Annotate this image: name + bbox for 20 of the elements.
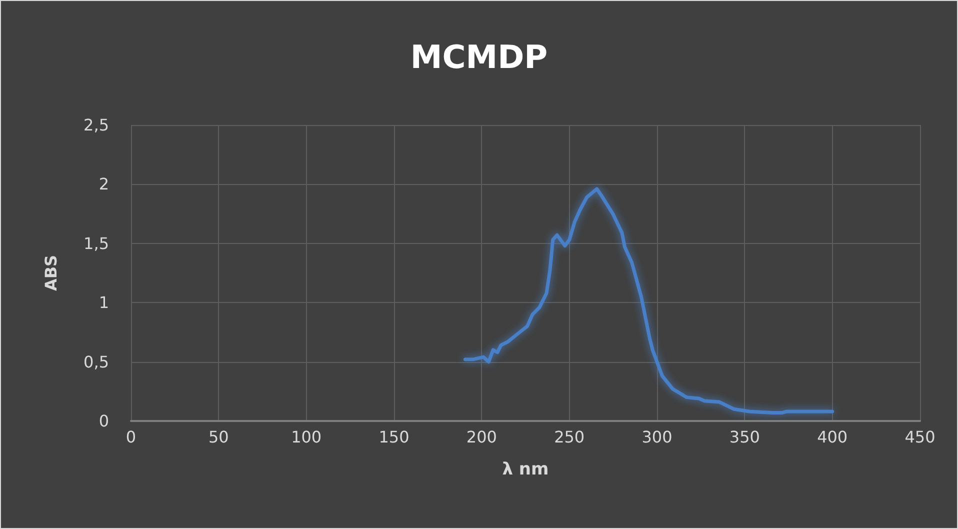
y-axis-title: ABS [42, 254, 60, 292]
x-tick-label: 250 [554, 428, 585, 446]
x-tick-label: 450 [904, 428, 936, 446]
y-tick-label: 2,5 [84, 116, 109, 134]
y-tick-label: 0,5 [84, 352, 109, 372]
y-tick-label: 2 [98, 174, 109, 194]
y-tick-label: 1 [98, 293, 109, 312]
x-tick-label: 300 [642, 428, 672, 446]
x-tick-label: 150 [378, 428, 410, 446]
chart-title: MCMDP [410, 38, 548, 76]
y-tick-label: 1,5 [84, 234, 109, 253]
x-tick-label: 200 [466, 428, 497, 446]
line-series [463, 187, 834, 414]
x-tick-label: 350 [729, 428, 760, 446]
x-tick-label: 400 [817, 428, 848, 446]
y-tick-label: 0 [98, 412, 109, 430]
x-tick-label: 100 [291, 428, 322, 446]
x-tick-label: 0 [126, 428, 136, 446]
x-axis-title: λ nm [502, 460, 549, 480]
x-tick-label: 50 [208, 428, 229, 446]
